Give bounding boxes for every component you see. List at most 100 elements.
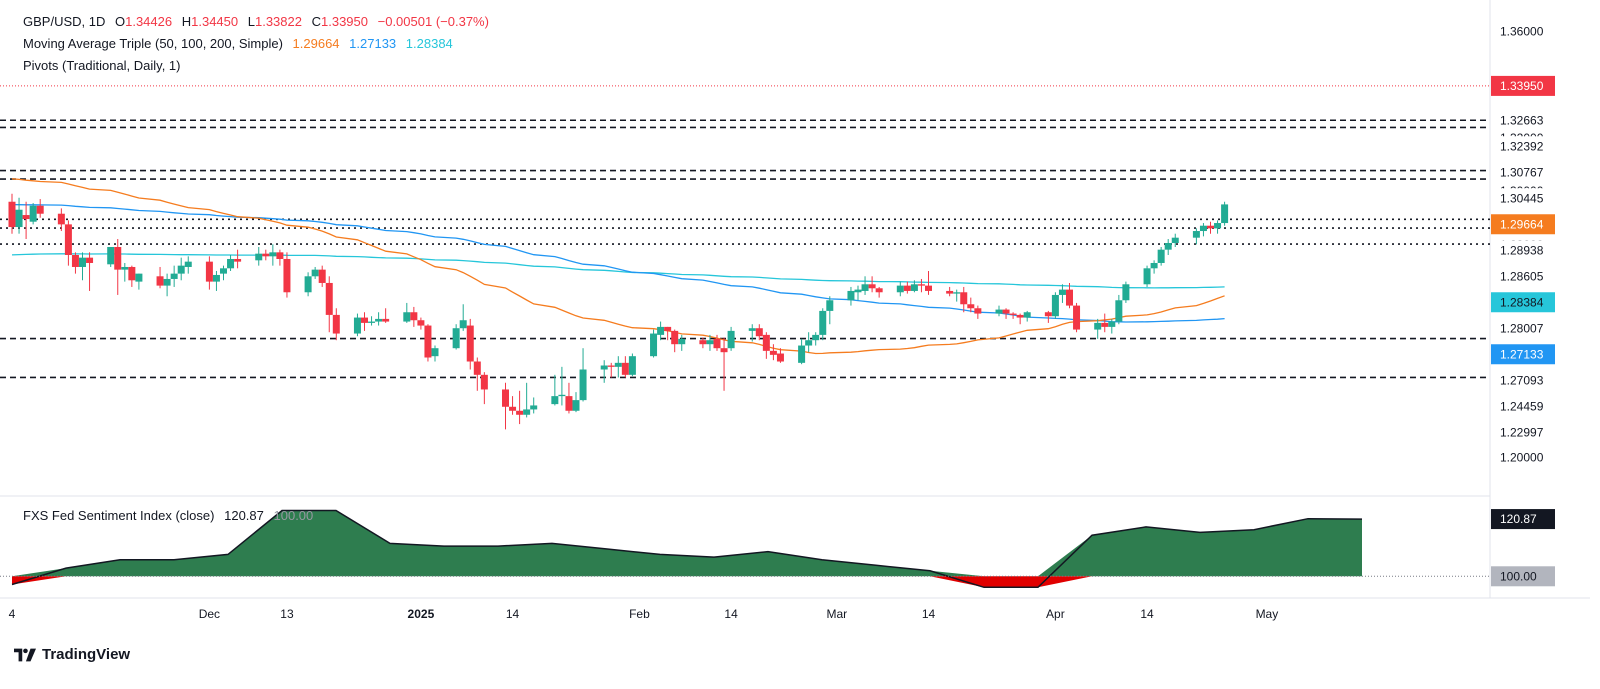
candle-body: [22, 215, 30, 220]
candle-body: [720, 348, 728, 353]
candlesticks: [8, 193, 1229, 430]
price-label: 1.24459: [1500, 399, 1544, 413]
price-axis-labels: 1.33950 1.32663 1.32392 1.30767 1.30445 1.296…: [1491, 75, 1555, 443]
candle-body: [903, 285, 911, 291]
candle-body: [1002, 309, 1010, 314]
fsi-value-label: 120.87: [1500, 512, 1537, 526]
symbol-legend: GBP/USD, 1D O1.34426 H1.34450 L1.33822 C…: [23, 14, 495, 29]
candle-body: [678, 338, 686, 345]
candle-body: [1207, 225, 1214, 229]
candle-body: [953, 292, 961, 294]
ma50-line: [11, 178, 1225, 355]
ma-label: Moving Average Triple (50, 100, 200, Sim…: [23, 36, 283, 51]
indicator-legend[interactable]: FXS Fed Sentiment Index (close) 120.87 1…: [23, 508, 319, 523]
candle-body: [509, 406, 517, 411]
candle-body: [170, 273, 178, 279]
candle-body: [382, 318, 390, 322]
price-label-box: [1491, 318, 1555, 339]
price-label-box: [1491, 344, 1555, 365]
candle-body: [671, 330, 679, 345]
ma100-line: [11, 203, 1225, 323]
candle-body: [1143, 268, 1151, 285]
candle-body: [875, 288, 883, 293]
time-tick-label: Apr: [1046, 607, 1065, 621]
candle-body: [86, 257, 94, 263]
candle-body: [227, 258, 235, 269]
candle-body: [868, 284, 876, 289]
candle-body: [1073, 305, 1081, 330]
candle-body: [516, 410, 524, 415]
price-label-box: [1491, 370, 1555, 391]
candle-body: [974, 308, 982, 314]
candle-body: [579, 369, 587, 401]
ma200-value: 1.28384: [405, 36, 453, 51]
candle-body: [57, 213, 65, 225]
candle-body: [1101, 322, 1109, 327]
candle-body: [135, 273, 143, 282]
candle-body: [71, 254, 79, 267]
fsi-base-label: 100.00: [1500, 569, 1537, 583]
candle-body: [1192, 231, 1200, 238]
candle-body: [523, 409, 531, 415]
candle-body: [269, 252, 277, 257]
candle-body: [762, 334, 770, 351]
time-tick-label: 13: [280, 607, 294, 621]
candle-body: [417, 320, 425, 326]
candle-body: [1221, 204, 1229, 224]
candle-body: [1122, 284, 1130, 301]
time-tick-label: 14: [922, 607, 936, 621]
candle-body: [431, 348, 439, 357]
time-tick-label: Mar: [827, 607, 848, 621]
candle-body: [896, 285, 904, 293]
candle-body: [776, 353, 784, 362]
candle-body: [664, 326, 672, 331]
candle-body: [424, 325, 432, 358]
open-value: 1.34426: [125, 14, 173, 29]
change-value: −0.00501 (−0.37%): [377, 14, 489, 29]
candle-body: [565, 396, 573, 411]
time-tick-label: 14: [506, 607, 520, 621]
high-label: H: [181, 14, 192, 29]
fsi-positive-area: [12, 510, 1362, 577]
brand-name: TradingView: [42, 646, 131, 663]
candle-body: [614, 362, 622, 367]
pivots-legend[interactable]: Pivots (Traditional, Daily, 1): [23, 58, 187, 73]
candle-body: [917, 284, 925, 286]
candle-body: [361, 317, 368, 323]
time-axis-ticks: 4 Dec 13 2025 14 Feb 14 Mar 14 Apr 14 May: [9, 607, 1279, 621]
indicator-value: 120.87: [224, 508, 264, 523]
price-label: 1.28007: [1500, 321, 1544, 335]
candle-body: [466, 325, 474, 362]
ma-legend[interactable]: Moving Average Triple (50, 100, 200, Sim…: [23, 36, 459, 51]
fed-sentiment-area: [0, 509, 1490, 589]
candle-body: [967, 304, 975, 309]
candle-body: [353, 317, 361, 334]
candle-body: [64, 224, 72, 255]
candle-body: [826, 300, 834, 311]
tradingview-logo[interactable]: TradingView: [14, 646, 130, 663]
price-label: 1.27093: [1500, 373, 1544, 387]
candle-body: [706, 340, 714, 345]
candle-body: [15, 209, 23, 228]
price-tick-label: 1.36000: [1500, 24, 1544, 38]
price-label: 1.32663: [1500, 113, 1544, 127]
candle-body: [812, 334, 820, 341]
price-label-box: [1491, 214, 1555, 235]
candle-body: [628, 356, 636, 375]
candle-body: [1171, 237, 1179, 244]
candle-body: [368, 321, 376, 323]
tradingview-icon: [14, 648, 36, 661]
candle-body: [1058, 289, 1066, 295]
candle-body: [657, 326, 665, 335]
candle-body: [262, 253, 270, 257]
candle-body: [332, 314, 340, 334]
candle-body: [163, 278, 171, 286]
price-label: 1.33950: [1500, 79, 1544, 93]
low-value: 1.33822: [254, 14, 302, 29]
time-tick-label: 4: [9, 607, 16, 621]
price-label: 1.29664: [1500, 217, 1544, 231]
candle-body: [847, 290, 855, 301]
symbol-label[interactable]: GBP/USD, 1D: [23, 14, 106, 29]
candle-body: [403, 312, 411, 322]
candle-body: [748, 328, 756, 331]
